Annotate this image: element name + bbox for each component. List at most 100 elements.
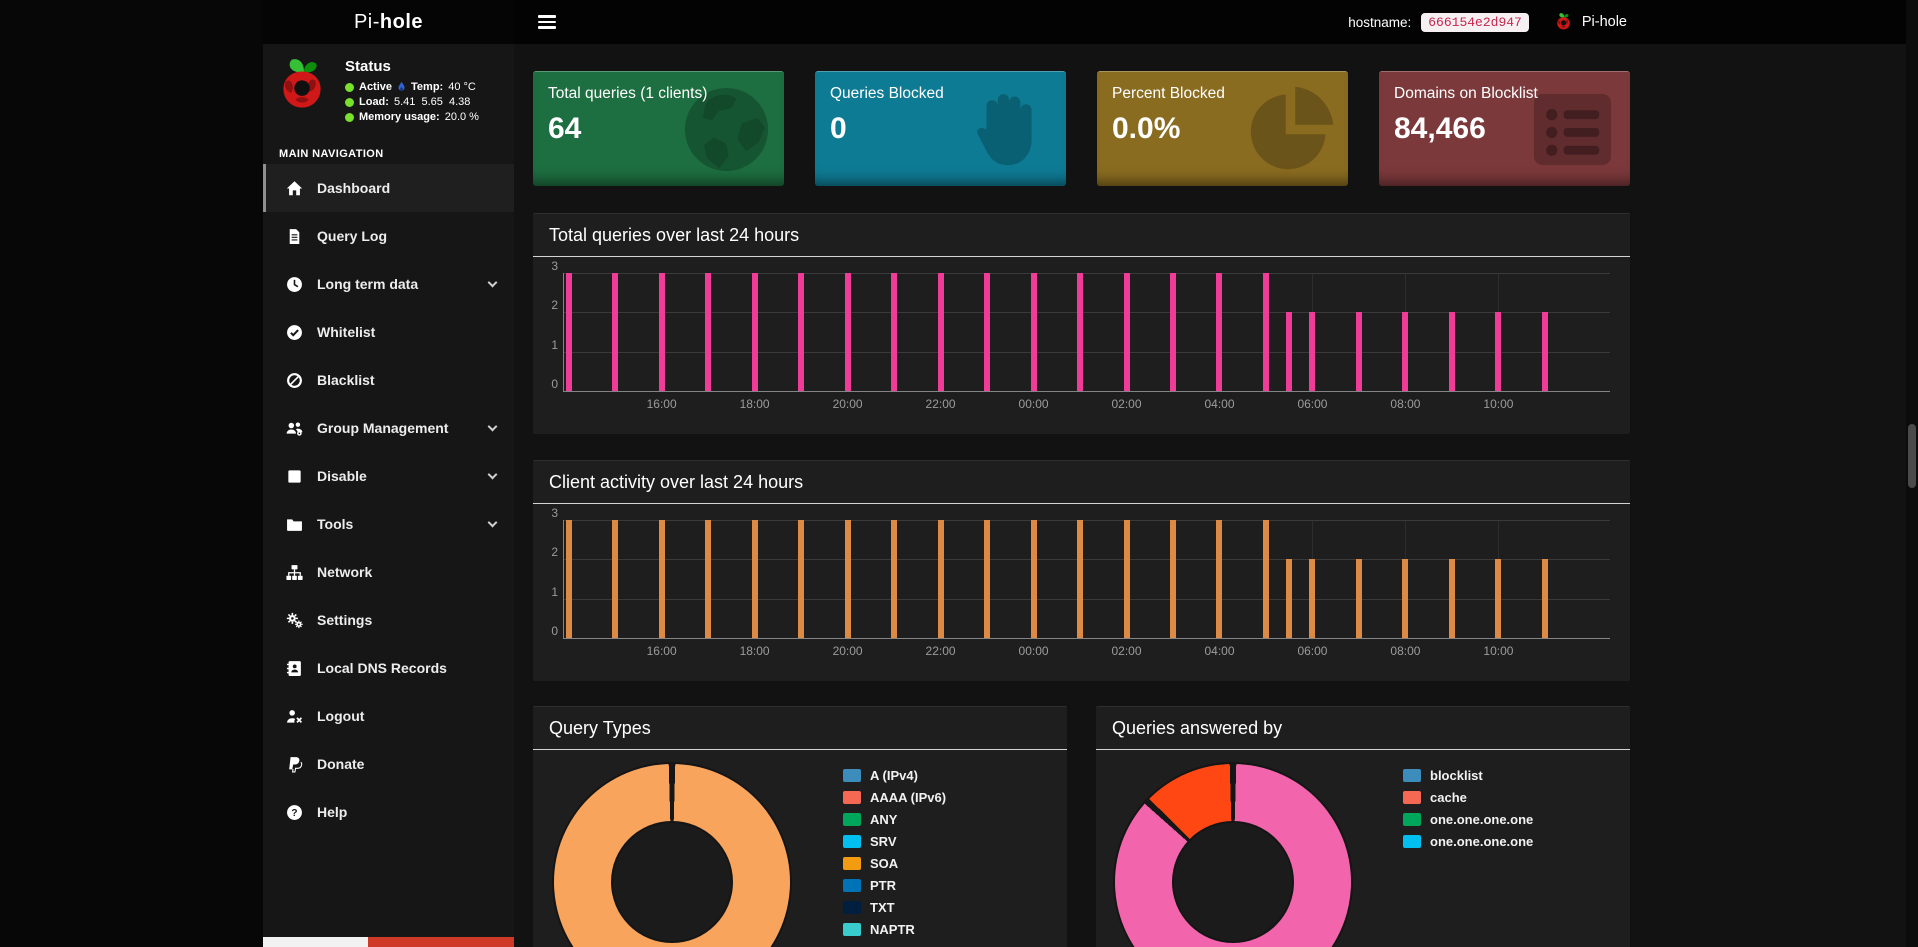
query-bar[interactable] <box>1495 312 1501 391</box>
query-bar[interactable] <box>1031 273 1037 391</box>
users-icon <box>286 420 303 437</box>
y-gridline <box>564 520 1610 521</box>
sidebar-item-tools[interactable]: Tools <box>263 500 514 548</box>
legend-swatch <box>843 901 861 914</box>
ban-icon <box>286 372 303 389</box>
query-bar[interactable] <box>1286 312 1292 391</box>
sidebar-section-label: MAIN NAVIGATION <box>263 136 514 164</box>
legend-item[interactable]: TXT <box>843 896 946 918</box>
sidebar-item-logout[interactable]: Logout <box>263 692 514 740</box>
query-bar[interactable] <box>1263 273 1269 391</box>
legend-item[interactable]: AAAA (IPv6) <box>843 786 946 808</box>
sidebar-item-long-term-data[interactable]: Long term data <box>263 260 514 308</box>
query-bar[interactable] <box>705 520 711 638</box>
sidebar-item-group-management[interactable]: Group Management <box>263 404 514 452</box>
query-bar[interactable] <box>752 520 758 638</box>
query-bar[interactable] <box>798 273 804 391</box>
query-bar[interactable] <box>1170 520 1176 638</box>
query-bar[interactable] <box>566 520 572 638</box>
query-bar[interactable] <box>1495 559 1501 638</box>
legend-swatch <box>843 813 861 826</box>
sidebar-item-blacklist[interactable]: Blacklist <box>263 356 514 404</box>
query-bar[interactable] <box>1356 559 1362 638</box>
scrollbar-track[interactable] <box>1906 0 1918 947</box>
sidebar-item-help[interactable]: ?Help <box>263 788 514 836</box>
query-bar[interactable] <box>1356 312 1362 391</box>
legend-label: cache <box>1430 790 1467 805</box>
query-bar[interactable] <box>1031 520 1037 638</box>
query-bar[interactable] <box>1542 559 1548 638</box>
raspberry-icon <box>1553 12 1574 33</box>
query-bar[interactable] <box>891 273 897 391</box>
answered-by-donut-wrap <box>1115 764 1351 947</box>
query-bar[interactable] <box>984 273 990 391</box>
query-bar[interactable] <box>1402 312 1408 391</box>
sidebar-item-query-log[interactable]: Query Log <box>263 212 514 260</box>
query-bar[interactable] <box>1286 559 1292 638</box>
query-bar[interactable] <box>659 520 665 638</box>
query-bar[interactable] <box>1449 559 1455 638</box>
query-bar[interactable] <box>1449 312 1455 391</box>
legend-item[interactable]: blocklist <box>1403 764 1533 786</box>
query-bar[interactable] <box>845 520 851 638</box>
x-axis-tick-label: 04:00 <box>1204 397 1234 411</box>
legend-item[interactable]: one.one.one.one <box>1403 830 1533 852</box>
legend-label: one.one.one.one <box>1430 834 1533 849</box>
sidebar-item-dashboard[interactable]: Dashboard <box>263 164 514 212</box>
query-bar[interactable] <box>1216 273 1222 391</box>
sidebar-item-settings[interactable]: Settings <box>263 596 514 644</box>
sidebar-item-donate[interactable]: Donate <box>263 740 514 788</box>
sidebar-item-whitelist[interactable]: Whitelist <box>263 308 514 356</box>
query-bar[interactable] <box>1124 520 1130 638</box>
legend-item[interactable]: PTR <box>843 874 946 896</box>
brand-link[interactable]: Pi-hole <box>1553 12 1627 33</box>
scrollbar-thumb[interactable] <box>1908 424 1916 488</box>
clock-icon <box>286 276 303 293</box>
y-axis-tick-label: 0 <box>534 624 558 638</box>
app-logo[interactable]: Pi-hole <box>263 0 514 44</box>
query-bar[interactable] <box>1402 559 1408 638</box>
query-bar[interactable] <box>752 273 758 391</box>
query-bar[interactable] <box>1216 520 1222 638</box>
query-bar[interactable] <box>1309 559 1315 638</box>
query-bar[interactable] <box>938 520 944 638</box>
query-bar[interactable] <box>1263 520 1269 638</box>
query-bar[interactable] <box>566 273 572 391</box>
sidebar-item-network[interactable]: Network <box>263 548 514 596</box>
legend-item[interactable]: cache <box>1403 786 1533 808</box>
query-bar[interactable] <box>798 520 804 638</box>
status-row-load: Load: 5.41 5.65 4.38 <box>345 96 479 108</box>
query-bar[interactable] <box>938 273 944 391</box>
legend-item[interactable]: ANY <box>843 808 946 830</box>
sidebar-item-local-dns-records[interactable]: Local DNS Records <box>263 644 514 692</box>
query-bar[interactable] <box>1542 312 1548 391</box>
sidebar-item-label: Blacklist <box>317 372 375 388</box>
query-bar[interactable] <box>1309 312 1315 391</box>
panel-header: Query Types <box>533 707 1067 750</box>
status-heading: Status <box>345 58 479 75</box>
legend-item[interactable]: SRV <box>843 830 946 852</box>
svg-text:?: ? <box>291 808 297 819</box>
top-navbar: Pi-hole hostname: 666154e2d947 Pi-hole <box>263 0 1918 44</box>
total-queries-chart[interactable]: 16:0018:0020:0022:0000:0002:0004:0006:00… <box>563 273 1610 392</box>
query-bar[interactable] <box>612 520 618 638</box>
query-bar[interactable] <box>705 273 711 391</box>
query-bar[interactable] <box>891 520 897 638</box>
query-bar[interactable] <box>1077 520 1083 638</box>
client-activity-chart[interactable]: 16:0018:0020:0022:0000:0002:0004:0006:00… <box>563 520 1610 639</box>
query-bar[interactable] <box>1077 273 1083 391</box>
sidebar-item-label: Whitelist <box>317 324 375 340</box>
legend-swatch <box>1403 835 1421 848</box>
query-bar[interactable] <box>612 273 618 391</box>
query-bar[interactable] <box>845 273 851 391</box>
legend-item[interactable]: one.one.one.one <box>1403 808 1533 830</box>
query-bar[interactable] <box>1170 273 1176 391</box>
legend-item[interactable]: SOA <box>843 852 946 874</box>
sidebar-toggle-button[interactable] <box>532 9 562 35</box>
query-bar[interactable] <box>659 273 665 391</box>
sidebar-item-disable[interactable]: Disable <box>263 452 514 500</box>
query-bar[interactable] <box>1124 273 1130 391</box>
legend-item[interactable]: A (IPv4) <box>843 764 946 786</box>
query-bar[interactable] <box>984 520 990 638</box>
legend-item[interactable]: NAPTR <box>843 918 946 940</box>
